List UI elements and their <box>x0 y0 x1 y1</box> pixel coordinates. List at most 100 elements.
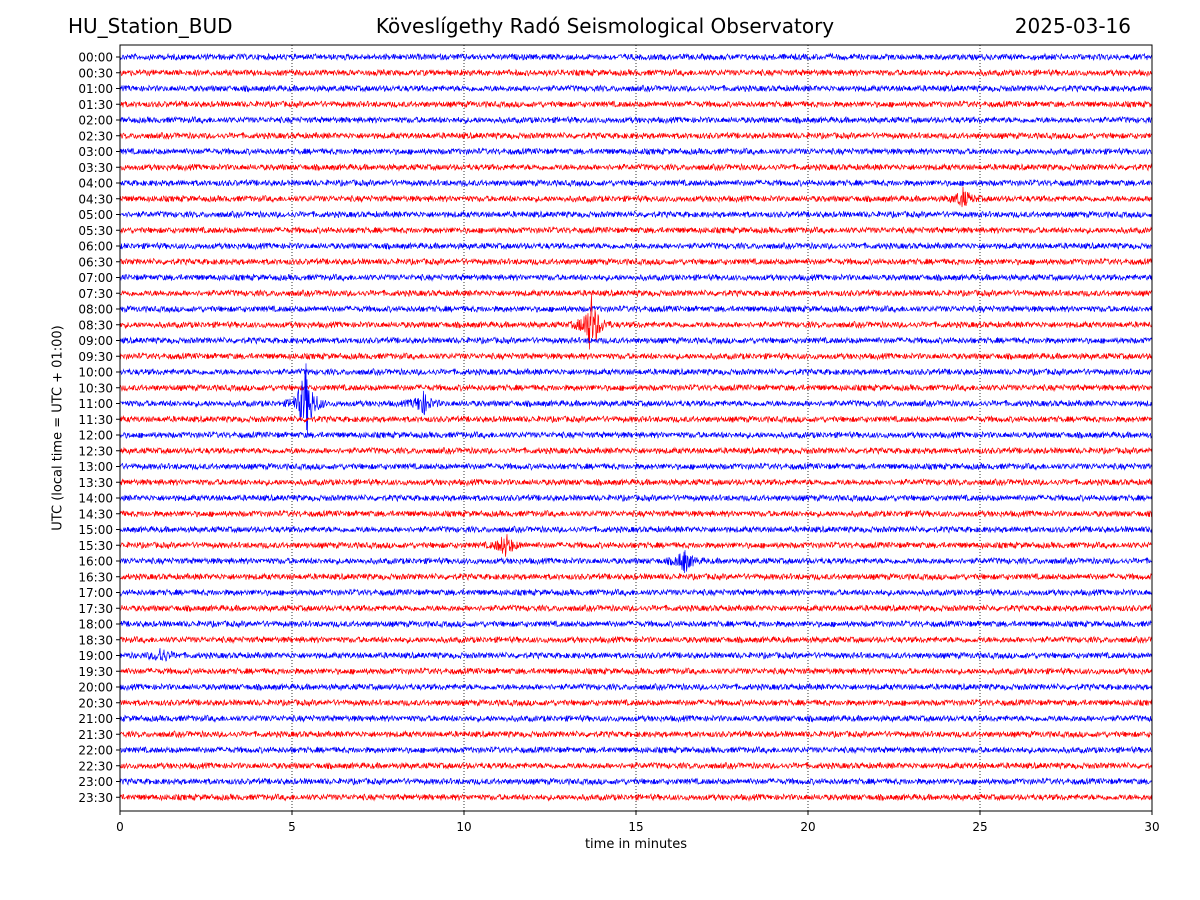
y-tick-label: 23:30 <box>78 791 113 805</box>
trace-line <box>119 52 1153 62</box>
trace-line <box>119 729 1153 739</box>
trace-line <box>119 509 1153 519</box>
seismogram-traces <box>119 52 1153 802</box>
y-tick-label: 01:30 <box>78 98 113 112</box>
trace-line <box>119 635 1153 645</box>
trace-line <box>119 100 1153 109</box>
y-tick-label: 13:00 <box>78 460 113 474</box>
y-tick-label: 20:30 <box>78 696 113 710</box>
x-axis-label: time in minutes <box>584 837 688 852</box>
trace-line <box>119 186 1153 208</box>
y-tick-label: 00:00 <box>78 51 113 65</box>
chart-title: Köveslígethy Radó Seismological Observat… <box>375 14 835 38</box>
y-tick-label: 19:30 <box>78 665 113 679</box>
trace-line <box>119 304 1153 314</box>
trace-line <box>119 257 1153 267</box>
y-tick-label: 19:00 <box>78 649 113 663</box>
y-tick-label: 00:30 <box>78 66 113 80</box>
station-name: HU_Station_BUD <box>68 14 233 38</box>
grid-lines <box>291 45 981 811</box>
trace-line <box>119 588 1153 598</box>
y-tick-label: 10:00 <box>78 366 113 380</box>
trace-line <box>119 84 1153 93</box>
y-tick-label: 01:00 <box>78 82 113 96</box>
x-tick-label: 5 <box>288 820 296 834</box>
y-tick-label: 08:30 <box>78 318 113 332</box>
y-tick-label: 07:30 <box>78 287 113 301</box>
trace-line <box>119 648 1153 662</box>
trace-line <box>119 383 1153 393</box>
y-tick-label: 11:30 <box>78 413 113 427</box>
x-tick-label: 15 <box>628 820 643 834</box>
x-tick-label: 30 <box>1144 820 1159 834</box>
trace-line <box>119 761 1153 771</box>
trace-line <box>119 477 1153 487</box>
trace-line <box>119 430 1153 440</box>
y-tick-label: 11:00 <box>78 397 113 411</box>
y-tick-label: 17:00 <box>78 586 113 600</box>
trace-line <box>119 534 1153 557</box>
y-tick-label: 15:00 <box>78 523 113 537</box>
trace-line <box>119 294 1153 350</box>
trace-line <box>119 336 1153 345</box>
trace-line <box>119 68 1153 78</box>
y-tick-label: 13:30 <box>78 476 113 490</box>
y-tick-label: 21:30 <box>78 728 113 742</box>
y-axis-label: UTC (local time = UTC + 01:00) <box>50 325 66 531</box>
trace-line <box>119 241 1153 251</box>
trace-line <box>119 288 1153 298</box>
trace-line <box>119 714 1153 724</box>
y-tick-label: 09:30 <box>78 350 113 364</box>
y-tick-label: 02:00 <box>78 114 113 128</box>
trace-line <box>119 273 1153 283</box>
y-tick-label: 08:00 <box>78 303 113 317</box>
y-tick-label: 12:00 <box>78 429 113 443</box>
y-tick-label: 22:30 <box>78 759 113 773</box>
trace-line <box>119 682 1153 692</box>
y-tick-label: 10:30 <box>78 381 113 395</box>
trace-line <box>119 210 1153 219</box>
trace-line <box>119 367 1153 377</box>
trace-line <box>119 572 1153 582</box>
trace-line <box>119 226 1152 235</box>
y-tick-label: 22:00 <box>78 744 113 758</box>
trace-line <box>119 667 1153 676</box>
chart-date: 2025-03-16 <box>1014 14 1131 38</box>
y-tick-label: 17:30 <box>78 602 113 616</box>
trace-line <box>119 178 1153 188</box>
trace-line <box>119 550 1153 574</box>
x-tick-label: 25 <box>972 820 987 834</box>
trace-line <box>119 698 1153 708</box>
y-tick-label: 18:00 <box>78 618 113 632</box>
y-tick-label: 05:30 <box>78 224 113 238</box>
x-tick-label: 0 <box>116 820 124 834</box>
y-tick-label: 16:30 <box>78 570 113 584</box>
y-tick-label: 09:00 <box>78 334 113 348</box>
trace-line <box>119 352 1153 361</box>
y-tick-label: 04:00 <box>78 177 113 191</box>
trace-line <box>119 414 1153 424</box>
trace-line <box>119 131 1153 141</box>
y-tick-label: 05:00 <box>78 208 113 222</box>
y-tick-label: 21:00 <box>78 712 113 726</box>
trace-line <box>119 745 1153 755</box>
y-tick-label: 06:00 <box>78 240 113 254</box>
trace-line <box>119 462 1153 471</box>
y-tick-label: 07:00 <box>78 271 113 285</box>
y-tick-label: 14:30 <box>78 507 113 521</box>
y-tick-label: 04:30 <box>78 192 113 206</box>
trace-line <box>119 147 1153 157</box>
y-tick-label: 06:30 <box>78 255 113 269</box>
trace-line <box>119 793 1153 802</box>
x-ticks: 0 5 10 15 20 25 30 <box>116 811 1160 834</box>
y-tick-label: 02:30 <box>78 129 113 143</box>
trace-line <box>119 363 1153 434</box>
trace-line <box>119 619 1153 629</box>
trace-line <box>119 162 1153 172</box>
y-tick-label: 03:30 <box>78 161 113 175</box>
y-tick-label: 15:30 <box>78 539 113 553</box>
y-tick-label: 14:00 <box>78 492 113 506</box>
trace-line <box>119 777 1153 786</box>
